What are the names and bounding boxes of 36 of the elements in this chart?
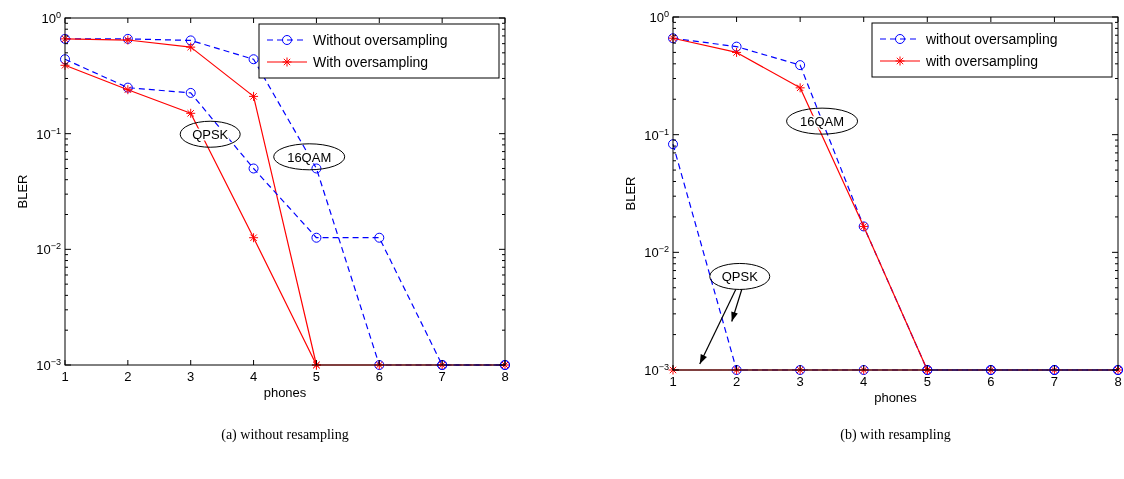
x-tick-label: 3	[796, 374, 804, 389]
x-tick-label: 4	[860, 374, 868, 389]
x-axis-title: phones	[263, 385, 307, 400]
x-tick-label: 6	[375, 369, 383, 384]
y-tick-label: 10$^{−3}$	[36, 357, 61, 373]
legend-label: with oversampling	[925, 53, 1039, 69]
annotation: 16QAM	[287, 149, 332, 165]
text: (a) without resampling	[221, 427, 349, 443]
y-axis-title: BLER	[15, 174, 30, 209]
x-tick-label: 7	[438, 369, 446, 384]
x-tick-label: 8	[501, 369, 509, 384]
y-tick-label: 10$^{−3}$	[644, 362, 669, 378]
x-tick-label: 1	[61, 369, 69, 384]
y-tick-label: 10$^{−1}$	[644, 126, 669, 143]
x-tick-label: 1	[669, 374, 677, 389]
y-tick-label: 10$^{−2}$	[36, 241, 61, 258]
y-tick-label: 10$^{0}$	[41, 10, 61, 26]
legend-label: Without oversampling	[313, 32, 448, 48]
x-tick-label: 5	[923, 374, 931, 389]
text: (b) with resampling	[840, 427, 951, 443]
y-tick-label: 10$^{−1}$	[36, 125, 61, 142]
x-tick-label: 6	[987, 374, 995, 389]
x-tick-label: 2	[124, 369, 132, 384]
y-tick-label: 10$^{0}$	[649, 9, 669, 25]
x-tick-label: 5	[312, 369, 321, 384]
x-tick-label: 3	[187, 369, 195, 384]
y-axis-title: BLER	[623, 176, 638, 211]
legend-label: With oversampling	[313, 54, 429, 70]
legend-label: without oversampling	[925, 31, 1058, 47]
x-tick-label: 8	[1114, 374, 1122, 389]
x-tick-label: 2	[732, 374, 741, 389]
x-axis-title: phones	[874, 390, 918, 405]
annotation: QPSK	[721, 269, 759, 285]
x-tick-label: 4	[249, 369, 258, 384]
y-tick-label: 10$^{−2}$	[644, 244, 669, 261]
x-tick-label: 7	[1050, 374, 1059, 389]
